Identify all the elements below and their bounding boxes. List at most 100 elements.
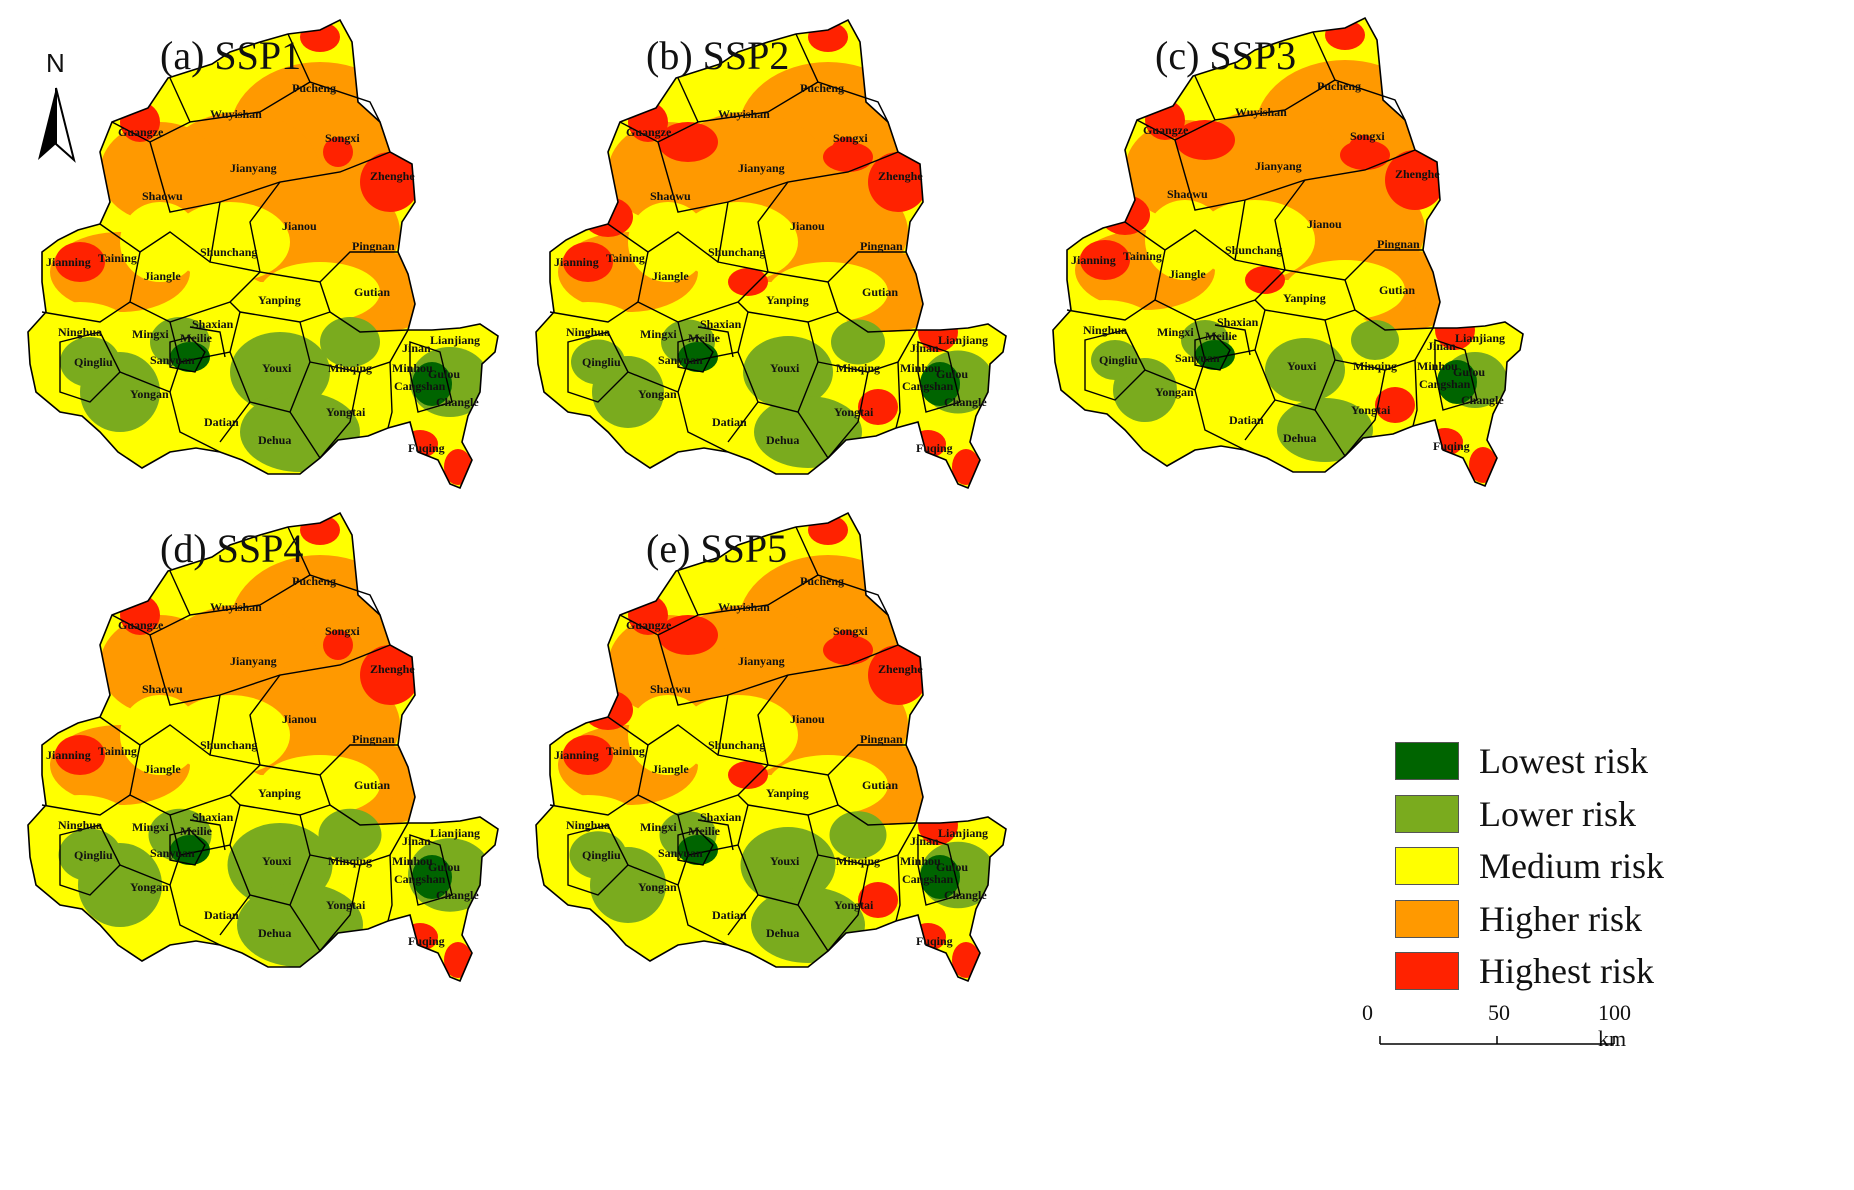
risk-zone — [808, 22, 848, 52]
county-border — [1194, 389, 1246, 451]
risk-zone — [230, 332, 330, 412]
risk-zone — [678, 202, 798, 282]
region-outline — [27, 18, 499, 490]
region-label: Jinan — [402, 834, 431, 848]
risk-zone — [60, 337, 120, 387]
region-label: Changle — [1461, 393, 1504, 407]
legend-item-lower-risk: Lower risk — [1395, 788, 1664, 841]
legend: Lowest risk Lower risk Medium risk Highe… — [1395, 735, 1664, 998]
region-label: Lianjiang — [938, 333, 988, 347]
map-panel-ssp5: (e) SSP5 Pucheng Wuyishan Guangze Songxi Jia… — [528, 505, 1028, 1000]
region-label: Dehua — [766, 433, 799, 447]
risk-zone — [170, 342, 210, 372]
region-label: Shunchang — [708, 245, 765, 259]
region-label: Yongtai — [834, 405, 874, 419]
region-label: Shaowu — [650, 682, 691, 696]
region-label: Zhenghe — [370, 662, 415, 676]
region-label: Taining — [98, 744, 137, 758]
region-label: Jinan — [910, 834, 939, 848]
risk-zone — [170, 695, 290, 775]
county-border — [827, 864, 869, 952]
region-label: Youxi — [262, 361, 292, 375]
region-label: Pucheng — [1317, 79, 1361, 93]
county-border — [827, 371, 869, 459]
risk-zone — [823, 635, 873, 665]
region-label: Gulou — [936, 860, 968, 874]
risk-zone — [1375, 387, 1415, 423]
region-label: Qingliu — [74, 848, 113, 862]
risk-zone — [563, 242, 613, 282]
county-border — [817, 822, 917, 866]
risk-zone — [318, 808, 382, 862]
region-label: Taining — [98, 251, 137, 265]
county-border — [249, 181, 398, 283]
region-label: Gutian — [354, 285, 390, 299]
county-border — [797, 904, 829, 952]
county-border — [797, 411, 829, 459]
region-label: Jiangle — [1169, 267, 1206, 281]
county-border — [249, 814, 311, 906]
region-label: Dehua — [258, 926, 291, 940]
region-label: Jianning — [1071, 253, 1116, 267]
county-border — [1084, 329, 1146, 401]
region-label: Wuyishan — [210, 600, 262, 614]
map-panel-ssp2: (b) SSP2 Pucheng Wuyishan Guangze Songxi Jia… — [528, 12, 1028, 507]
legend-label: Higher risk — [1479, 898, 1642, 939]
county-border — [677, 77, 819, 123]
legend-swatch — [1395, 742, 1459, 781]
county-border — [249, 674, 398, 776]
region-label: Gulou — [428, 367, 460, 381]
legend-item-lowest-risk: Lowest risk — [1395, 735, 1664, 788]
risk-zone — [58, 828, 122, 882]
region-label: Shunchang — [708, 738, 765, 752]
county-border — [697, 326, 734, 358]
region-label: Datian — [1229, 413, 1264, 427]
risk-zone — [360, 645, 420, 705]
region-label: Jinan — [1427, 339, 1456, 353]
risk-zone — [1437, 360, 1477, 404]
region-label: Yanping — [766, 786, 809, 800]
risk-zone — [868, 152, 928, 212]
region-label: Gutian — [862, 778, 898, 792]
risk-map: Pucheng Wuyishan Guangze Songxi Jianyang Zhen… — [535, 511, 1007, 983]
county-border — [1412, 359, 1418, 427]
risk-zone — [743, 336, 833, 408]
region-label: Wuyishan — [718, 600, 770, 614]
panel-title: (a) SSP1 — [160, 33, 302, 78]
region-label: Minqing — [836, 854, 880, 868]
region-label: Qingliu — [582, 848, 621, 862]
risk-zone — [237, 883, 363, 967]
region-label: Taining — [1123, 249, 1162, 263]
risk-zone — [829, 811, 887, 859]
region-label: Mingxi — [1157, 325, 1194, 339]
region-label: Minhou — [900, 854, 941, 868]
region-label: Sanyuan — [150, 353, 195, 367]
county-border — [677, 570, 819, 616]
county-border — [41, 301, 131, 323]
region-label: Shaxian — [192, 317, 234, 331]
region-label: Jiangle — [144, 762, 181, 776]
region-label: Songxi — [325, 131, 360, 145]
region-label: Yanping — [258, 293, 301, 307]
county-border — [757, 674, 906, 776]
risk-zone — [740, 827, 836, 903]
region-label: Minqing — [836, 361, 880, 375]
risk-zone — [569, 831, 627, 879]
region-label: Meilie — [1205, 329, 1238, 343]
county-border — [827, 774, 917, 826]
county-border — [387, 854, 393, 922]
legend-swatch — [1395, 794, 1459, 833]
region-label: Pingnan — [860, 239, 903, 253]
region-label: Yongan — [1155, 385, 1194, 399]
county-border — [1214, 324, 1251, 356]
risk-zone — [1245, 266, 1285, 294]
risk-zone — [571, 339, 625, 385]
county-border — [567, 331, 629, 403]
region-label: Gutian — [354, 778, 390, 792]
scale-bar-line — [1379, 1036, 1615, 1045]
panel-title: (c) SSP3 — [1155, 33, 1297, 78]
county-border — [319, 371, 361, 459]
region-label: Shaxian — [192, 810, 234, 824]
region-label: Yanping — [766, 293, 809, 307]
region-label: Yanping — [1283, 291, 1326, 305]
